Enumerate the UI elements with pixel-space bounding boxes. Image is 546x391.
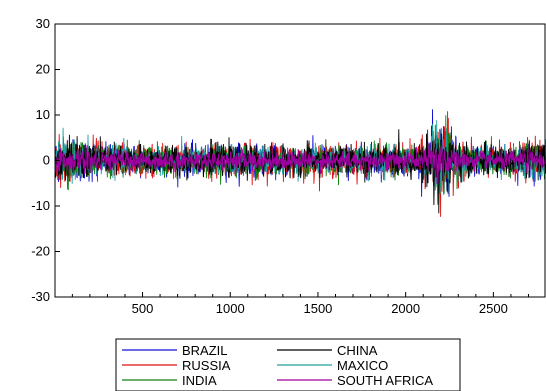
x-tick-label: 2000 [391,301,420,316]
x-tick-label: 1500 [303,301,332,316]
x-tick-label: 2500 [479,301,508,316]
y-tick-label: 10 [36,107,50,122]
x-tick-label: 500 [132,301,154,316]
y-tick-label: 30 [36,16,50,31]
axes: -30 -20 -10 0 10 20 30 500 1000 1500 2000 2500 [31,16,546,316]
legend-label-china: CHINA [337,343,378,358]
legend-label-india: INDIA [182,373,217,388]
y-tick-label: 20 [36,62,50,77]
series-line-south-africa [54,141,546,185]
y-tick-label: -20 [31,244,50,259]
legend-label-south-africa: SOUTH AFRICA [337,373,433,388]
y-tick-label: 0 [43,153,50,168]
y-tick-label: -10 [31,198,50,213]
legend-label-brazil: BRAZIL [182,343,228,358]
y-tick-label: -30 [31,289,50,304]
legend-label-russia: RUSSIA [182,358,231,373]
legend-label-maxico: MAXICO [337,358,388,373]
legend: BRAZIL CHINA RUSSIA MAXICO INDIA SOUTH AFRICA [115,338,461,391]
plot-area [54,109,546,217]
x-tick-label: 1000 [216,301,245,316]
